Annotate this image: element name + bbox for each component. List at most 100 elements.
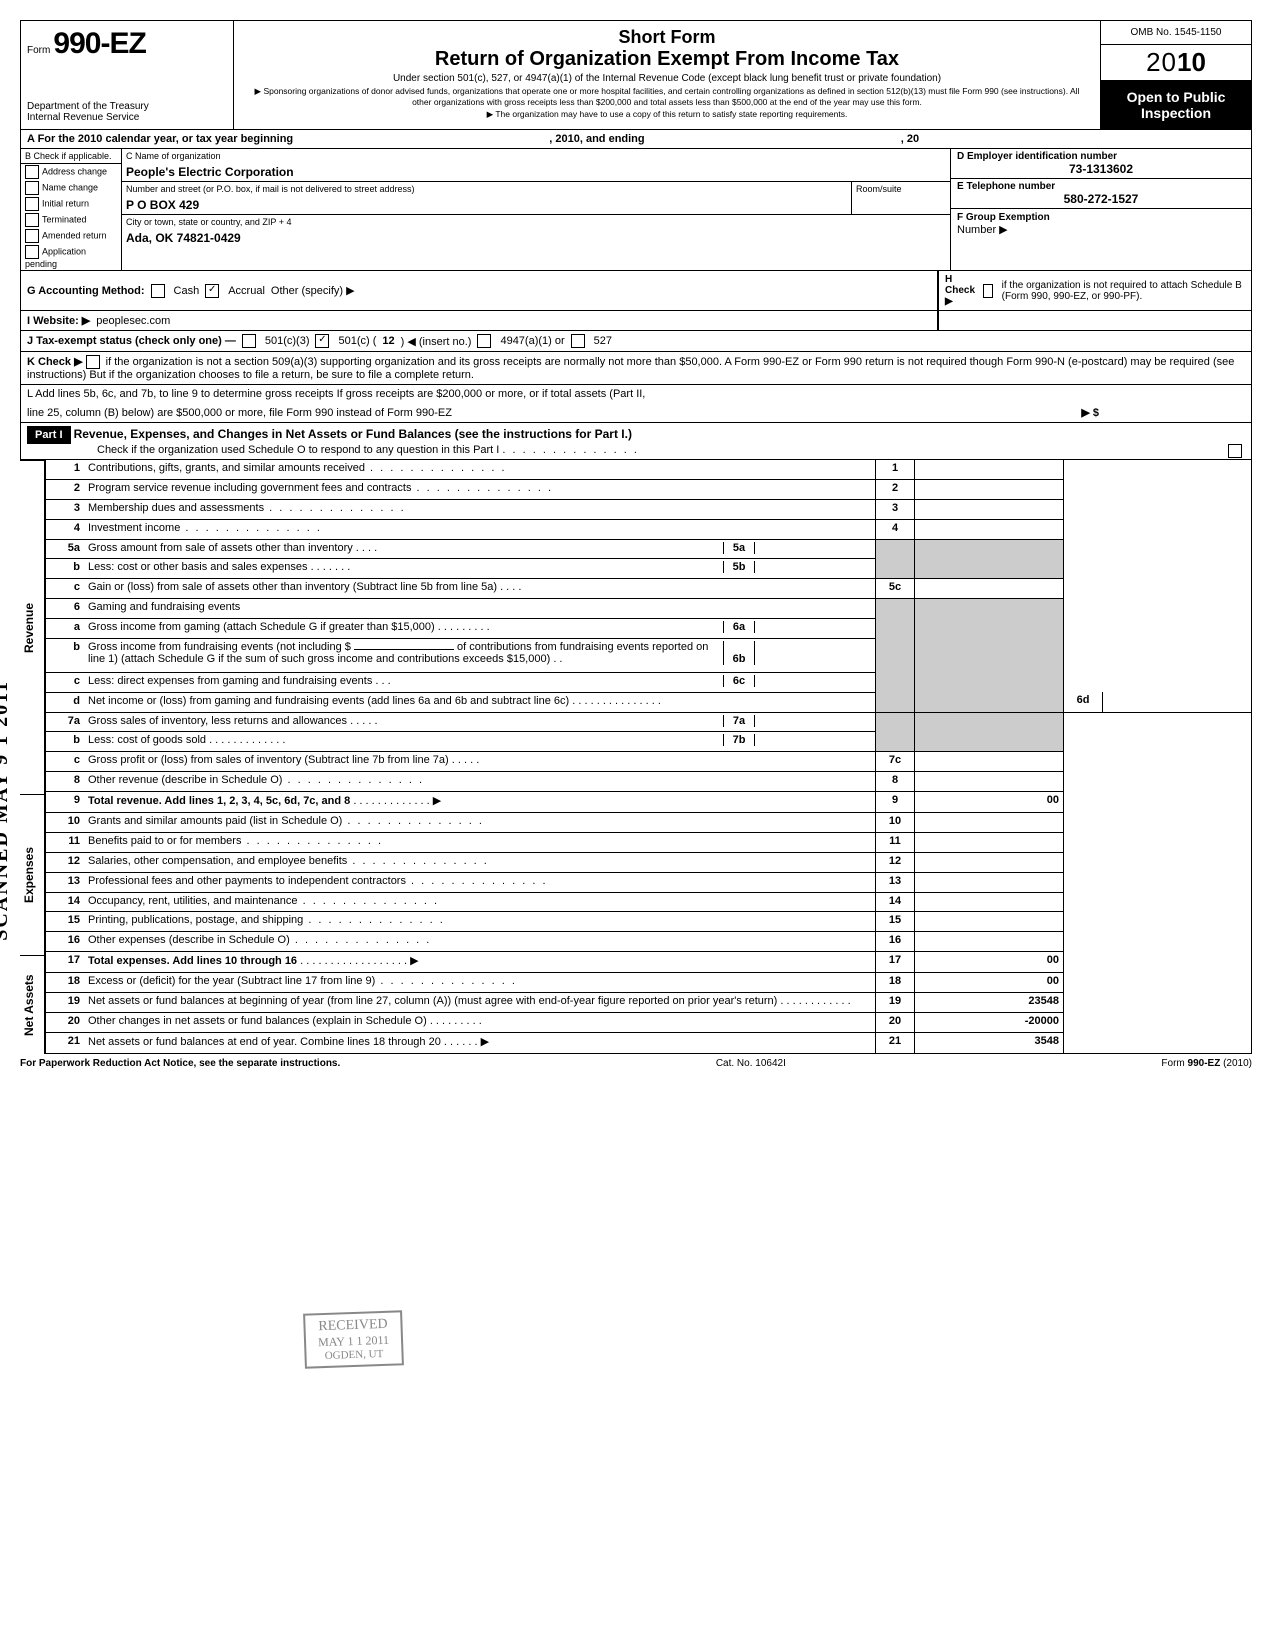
address-value: P O BOX 429 xyxy=(122,196,851,214)
lbl-cash: Cash xyxy=(174,285,200,297)
form-title: Return of Organization Exempt From Incom… xyxy=(244,48,1090,71)
row-k: K Check ▶ if the organization is not a s… xyxy=(20,352,1252,385)
tax-status-label: J Tax-exempt status (check only one) — xyxy=(27,335,236,347)
lbl-527: 527 xyxy=(594,335,612,347)
chk-accrual[interactable] xyxy=(205,284,219,298)
line-6d-desc: Net income or (loss) from gaming and fun… xyxy=(88,695,569,707)
city-label: City or town, state or country, and ZIP … xyxy=(122,215,950,229)
line-6a-desc: Gross income from gaming (attach Schedul… xyxy=(88,621,435,633)
chk-amended[interactable] xyxy=(25,229,39,243)
row-j-tax-status: J Tax-exempt status (check only one) — 5… xyxy=(20,331,1252,352)
footer-cat-no: Cat. No. 10642I xyxy=(716,1058,786,1069)
dept-treasury: Department of the Treasury xyxy=(27,101,227,112)
chk-initial-return[interactable] xyxy=(25,197,39,211)
chk-cash[interactable] xyxy=(151,284,165,298)
line-20-amount: -20000 xyxy=(915,1013,1064,1033)
col-b-checkboxes: B Check if applicable. Address change Na… xyxy=(21,149,122,270)
row-h-schedule-b: H Check ▶ if the organization is not req… xyxy=(938,271,1252,311)
ein-label: D Employer identification number xyxy=(957,151,1245,162)
line-13-desc: Professional fees and other payments to … xyxy=(88,875,406,887)
group-exemption-label: F Group Exemption xyxy=(957,212,1050,223)
org-name-value: People's Electric Corporation xyxy=(122,163,950,181)
line-1-desc: Contributions, gifts, grants, and simila… xyxy=(88,462,365,474)
line-3-desc: Membership dues and assessments xyxy=(88,502,264,514)
chk-h[interactable] xyxy=(983,284,993,298)
line-20-desc: Other changes in net assets or fund bala… xyxy=(88,1015,427,1027)
chk-527[interactable] xyxy=(571,334,585,348)
row-l: L Add lines 5b, 6c, and 7b, to line 9 to… xyxy=(20,385,1252,403)
part1-subtitle: Check if the organization used Schedule … xyxy=(97,444,499,456)
website-label: I Website: ▶ xyxy=(27,314,90,327)
side-expenses: Expenses xyxy=(20,794,45,955)
line-9-amount: 00 xyxy=(915,792,1064,813)
chk-terminated[interactable] xyxy=(25,213,39,227)
lbl-initial-return: Initial return xyxy=(42,198,89,208)
chk-501c[interactable] xyxy=(315,334,329,348)
part1-header-row: Part I Revenue, Expenses, and Changes in… xyxy=(20,423,1252,460)
line-16-desc: Other expenses (describe in Schedule O) xyxy=(88,934,290,946)
k-text: if the organization is not a section 509… xyxy=(27,356,1234,381)
lbl-4947: 4947(a)(1) or xyxy=(500,335,564,347)
block-identity: B Check if applicable. Address change Na… xyxy=(20,149,1252,271)
line-6b-desc2: of contributions xyxy=(457,641,532,653)
line-6-desc: Gaming and fundraising events xyxy=(88,601,240,613)
line-18-desc: Excess or (deficit) for the year (Subtra… xyxy=(88,975,375,987)
lbl-name-change: Name change xyxy=(42,182,98,192)
side-netassets: Net Assets xyxy=(20,955,45,1054)
lbl-501c-open: 501(c) ( xyxy=(338,335,376,347)
row-l2: line 25, column (B) below) are $500,000 … xyxy=(20,403,1252,423)
line-8-desc: Other revenue (describe in Schedule O) xyxy=(88,774,282,786)
501c-number: 12 xyxy=(382,335,394,347)
chk-address-change[interactable] xyxy=(25,165,39,179)
room-suite-label: Room/suite xyxy=(851,182,950,214)
line-10-desc: Grants and similar amounts paid (list in… xyxy=(88,815,342,827)
line-14-desc: Occupancy, rent, utilities, and maintena… xyxy=(88,895,298,907)
line-7a-desc: Gross sales of inventory, less returns a… xyxy=(88,715,347,727)
lbl-other-method: Other (specify) ▶ xyxy=(271,284,355,297)
line-11-desc: Benefits paid to or for members xyxy=(88,835,241,847)
year-prefix: 20 xyxy=(1146,47,1177,77)
form-subtitle: Under section 501(c), 527, or 4947(a)(1)… xyxy=(244,73,1090,84)
tax-year: 2010 xyxy=(1101,45,1251,81)
footer-left: For Paperwork Reduction Act Notice, see … xyxy=(20,1058,340,1069)
chk-schedule-o[interactable] xyxy=(1228,444,1242,458)
line-17-amount: 00 xyxy=(915,952,1064,973)
chk-4947[interactable] xyxy=(477,334,491,348)
row-a-mid: , 2010, and ending xyxy=(549,133,644,145)
chk-501c3[interactable] xyxy=(242,334,256,348)
phone-label: E Telephone number xyxy=(957,181,1245,192)
chk-app-pending[interactable] xyxy=(25,245,39,259)
form-prefix: Form xyxy=(27,45,50,56)
l-text-1: L Add lines 5b, 6c, and 7b, to line 9 to… xyxy=(27,388,645,400)
k-check-label: K Check ▶ xyxy=(27,356,83,368)
row-a-tax-year: A For the 2010 calendar year, or tax yea… xyxy=(20,130,1252,149)
col-c-org-info: C Name of organization People's Electric… xyxy=(122,149,950,270)
footer-form-year: (2010) xyxy=(1223,1058,1252,1069)
received-stamp: RECEIVED MAY 1 1 2011 OGDEN, UT xyxy=(303,1310,404,1368)
part1-badge: Part I xyxy=(27,426,71,444)
line-7b-desc: Less: cost of goods sold xyxy=(88,734,206,746)
accounting-method-label: G Accounting Method: xyxy=(27,285,145,297)
omb-number: OMB No. 1545-1150 xyxy=(1101,21,1251,45)
lbl-amended: Amended return xyxy=(42,230,107,240)
form-number: 990-EZ xyxy=(53,27,145,60)
line-6b-desc1: Gross income from fundraising events (no… xyxy=(88,641,351,653)
chk-name-change[interactable] xyxy=(25,181,39,195)
lbl-501c-close: ) ◀ (insert no.) xyxy=(401,335,472,348)
col-b-header: B Check if applicable. xyxy=(21,149,121,164)
chk-k[interactable] xyxy=(86,355,100,369)
footer-form-prefix: Form xyxy=(1161,1058,1187,1069)
dept-irs: Internal Revenue Service xyxy=(27,112,227,123)
phone-value: 580-272-1527 xyxy=(957,192,1245,206)
line-4-desc: Investment income xyxy=(88,522,180,534)
row-g-accounting: G Accounting Method: Cash Accrual Other … xyxy=(20,271,938,311)
row-a-suffix: , 20 xyxy=(901,133,919,145)
sponsor-note: ▶ Sponsoring organizations of donor advi… xyxy=(244,86,1090,107)
col-de: D Employer identification number 73-1313… xyxy=(950,149,1251,270)
side-revenue: Revenue xyxy=(20,460,45,794)
row-a-prefix: A For the 2010 calendar year, or tax yea… xyxy=(27,133,293,145)
org-name-label: C Name of organization xyxy=(122,149,950,163)
h-text: if the organization is not required to a… xyxy=(1002,280,1245,302)
footer-form-number: 990-EZ xyxy=(1188,1058,1221,1069)
city-value: Ada, OK 74821-0429 xyxy=(122,229,950,247)
